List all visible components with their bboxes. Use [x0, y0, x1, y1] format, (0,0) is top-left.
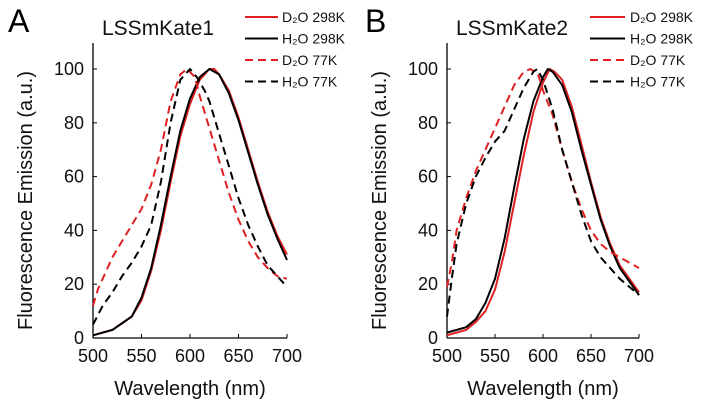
series-line-0	[446, 68, 640, 337]
y-tick-label: 40	[418, 220, 438, 240]
y-tick-label: 80	[64, 113, 84, 133]
series-line-0	[92, 68, 288, 337]
x-tick-label: 550	[480, 346, 510, 366]
x-tick-label: 500	[78, 346, 108, 366]
legend-label: H₂O 77K	[282, 74, 338, 90]
series-line-2	[92, 68, 288, 306]
y-tick-label: 0	[428, 328, 438, 348]
series-line-2	[446, 68, 640, 288]
y-tick-label: 60	[64, 167, 84, 187]
x-tick-label: 550	[126, 346, 156, 366]
legend-label: H₂O 77K	[630, 74, 686, 90]
x-tick-label: 600	[528, 346, 558, 366]
series-line-1	[446, 68, 640, 334]
series-line-3	[92, 68, 288, 326]
y-axis-label: Fluorescence Emission (a.u.)	[15, 71, 37, 330]
y-tick-label: 0	[74, 328, 84, 348]
y-tick-label: 40	[64, 220, 84, 240]
legend-label: D₂O 77K	[630, 52, 686, 68]
x-axis-label: Wavelength (nm)	[467, 378, 619, 400]
legend-label: D₂O 77K	[282, 52, 338, 68]
x-tick-label: 650	[576, 346, 606, 366]
y-tick-label: 100	[408, 59, 438, 79]
legend-label: D₂O 298K	[630, 9, 694, 25]
panel-letter: B	[365, 3, 386, 39]
legend-label: H₂O 298K	[630, 31, 694, 47]
x-axis-label: Wavelength (nm)	[114, 378, 266, 400]
y-axis-label: Fluorescence Emission (a.u.)	[369, 71, 391, 330]
y-tick-label: 100	[54, 59, 84, 79]
panel-a: 500 550 600 650 700 0 20 40 60 80 100 Wavelength (n…	[8, 3, 346, 400]
x-tick-label: 500	[432, 346, 462, 366]
y-tick-label: 80	[418, 113, 438, 133]
series-line-1	[92, 68, 288, 337]
x-tick-label: 700	[624, 346, 654, 366]
x-tick-label: 600	[175, 346, 205, 366]
panel-b: 500 550 600 650 700 0 20 40 60 80 100 Wavelength (n…	[365, 3, 694, 400]
x-tick-label: 700	[272, 346, 302, 366]
legend-label: D₂O 298K	[282, 9, 346, 25]
x-tick-label: 650	[223, 346, 253, 366]
y-tick-label: 20	[418, 274, 438, 294]
chart-title: LSSmKate1	[102, 17, 214, 40]
y-tick-label: 20	[64, 274, 84, 294]
chart-title: LSSmKate2	[456, 17, 568, 40]
series-line-3	[446, 68, 640, 317]
legend-label: H₂O 298K	[282, 31, 346, 47]
y-tick-label: 60	[418, 167, 438, 187]
panel-letter: A	[8, 3, 30, 39]
